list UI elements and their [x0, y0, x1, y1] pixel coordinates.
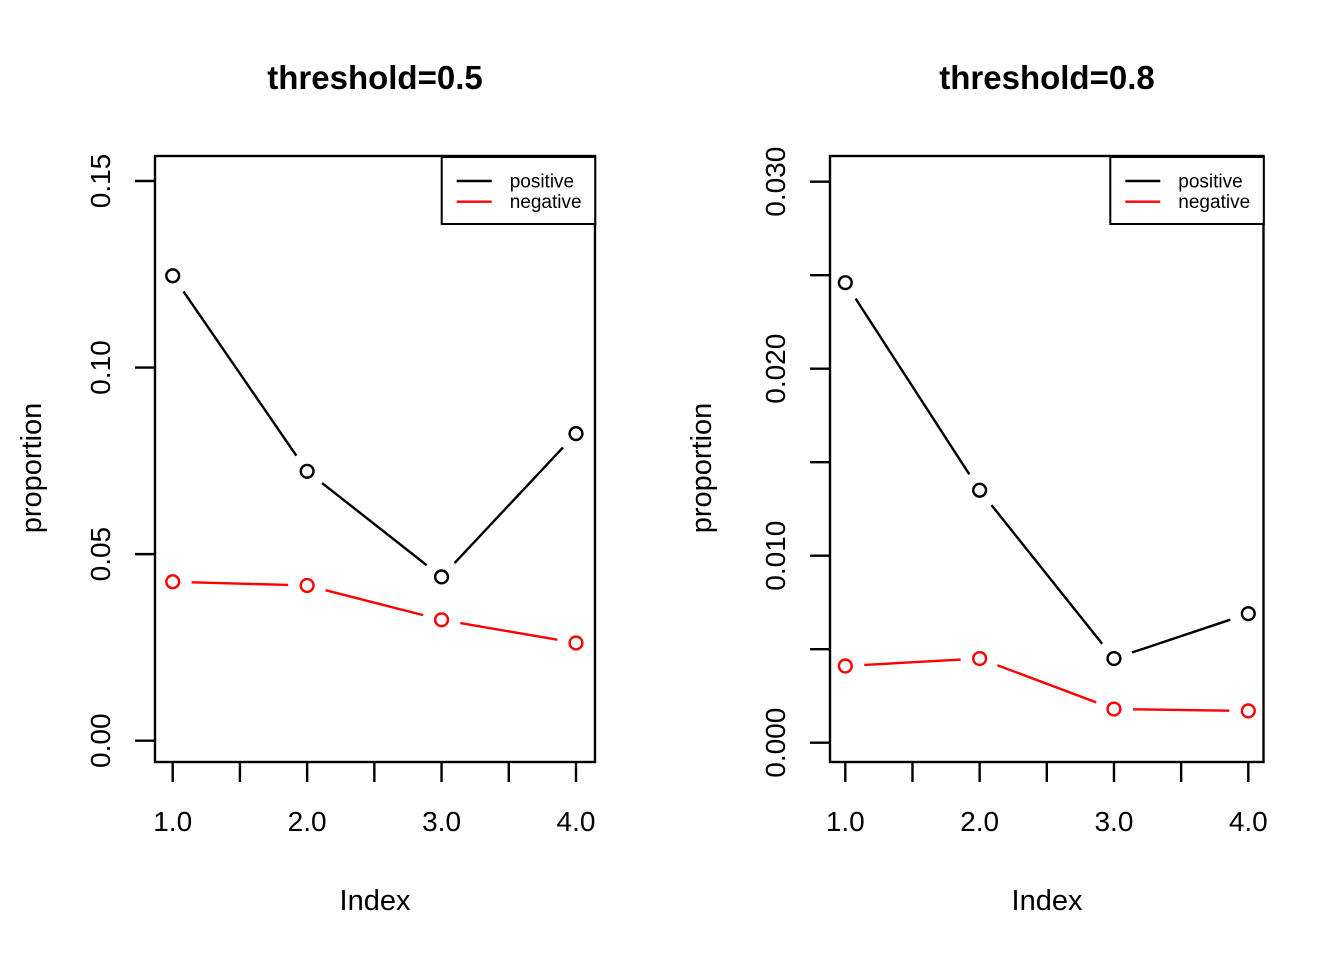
x-tick-label: 3.0 [422, 806, 461, 837]
legend-entry-label: positive [510, 172, 574, 193]
plot-box [828, 154, 1265, 764]
data-point-positive [568, 426, 584, 442]
series-line-segment [460, 621, 558, 641]
data-point-positive [1240, 606, 1256, 622]
x-axis-label-left: Index [339, 885, 411, 917]
data-point-negative [165, 574, 181, 590]
data-point-negative [837, 658, 853, 674]
data-point-positive [433, 569, 450, 585]
data-point-positive [1106, 650, 1122, 667]
series-line-segment [990, 504, 1104, 645]
x-tick-label: 1.0 [153, 806, 192, 837]
series-line-segment [182, 290, 298, 457]
data-point-positive [165, 268, 181, 284]
series-positive [165, 268, 584, 585]
y-tick-label: 0.00 [85, 713, 116, 768]
series-line-segment [854, 297, 971, 475]
y-tick-label: 0.020 [760, 334, 791, 404]
plot-box [153, 154, 597, 764]
data-point-negative [568, 635, 584, 651]
y-tick-label: 0.05 [85, 527, 116, 582]
series-positive [837, 275, 1256, 667]
series-line-segment [321, 482, 428, 567]
x-tick-label: 4.0 [557, 806, 596, 837]
series-line-segment [325, 589, 424, 617]
data-point-positive [837, 275, 853, 291]
x-tick-label: 4.0 [1229, 806, 1268, 837]
x-tick-label: 1.0 [826, 806, 865, 837]
panel-title-right: threshold=0.8 [939, 59, 1155, 96]
x-tick-label: 2.0 [288, 806, 327, 837]
x-tick-label: 2.0 [960, 806, 999, 837]
data-point-negative [299, 577, 315, 594]
y-tick-label: 0.030 [760, 147, 791, 217]
data-point-negative [1106, 701, 1122, 717]
x-tick-label: 3.0 [1094, 806, 1133, 837]
series-line-segment [1131, 618, 1231, 654]
legend-entry-label: positive [1178, 172, 1242, 193]
data-point-positive [299, 463, 315, 479]
series-negative [165, 574, 584, 651]
y-tick-label: 0.010 [760, 521, 791, 591]
data-point-negative [1240, 703, 1256, 719]
series-line-segment [1132, 708, 1230, 712]
legend-entry-label: negative [510, 192, 582, 213]
series-line-segment [191, 581, 289, 587]
data-point-positive [972, 482, 988, 498]
y-tick-label: 0.15 [85, 154, 116, 209]
legend-box [440, 156, 597, 225]
series-line-segment [996, 664, 1097, 704]
panel-0: 1.0 2.0 3.0 4.0 0.00 0.05 0.10 0.15 positivenega… [85, 154, 597, 837]
series-negative [837, 650, 1256, 719]
legend-entry-label: negative [1178, 192, 1250, 213]
series-line-segment [453, 446, 564, 564]
x-axis-label-right: Index [1011, 885, 1083, 917]
panel-1: 1.0 2.0 3.0 4.0 0.000 0.010 0.020 0.030 positive… [760, 147, 1268, 837]
data-point-negative [433, 612, 450, 628]
y-tick-label: 0.10 [85, 340, 116, 395]
series-line-segment [864, 658, 961, 667]
y-tick-label: 0.000 [760, 708, 791, 778]
panel-title-left: threshold=0.5 [267, 59, 483, 96]
legend-box [1109, 156, 1265, 225]
data-point-negative [972, 650, 988, 667]
